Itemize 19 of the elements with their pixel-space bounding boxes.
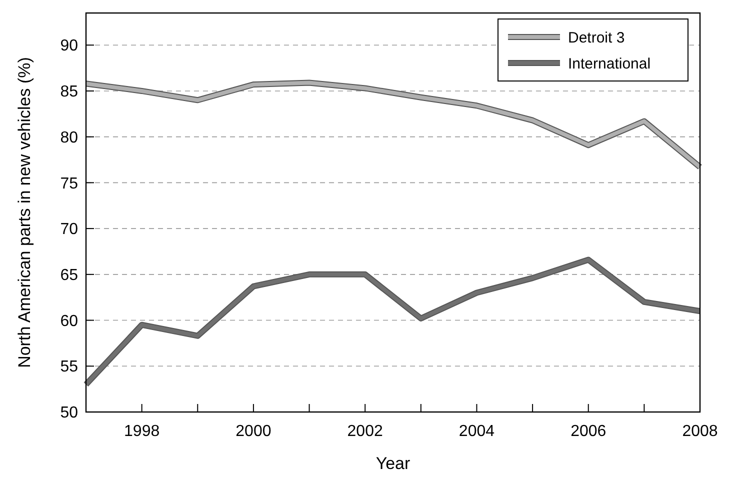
y-tick-label: 85 bbox=[60, 84, 78, 101]
legend-label: International bbox=[568, 55, 651, 72]
y-tick-label: 65 bbox=[60, 267, 78, 284]
y-tick-label: 50 bbox=[60, 404, 78, 422]
legend-label: Detroit 3 bbox=[568, 29, 625, 46]
x-tick-label: 2004 bbox=[458, 423, 495, 440]
y-tick-label: 70 bbox=[60, 221, 78, 238]
y-tick-label: 60 bbox=[60, 312, 78, 330]
x-tick-label: 2002 bbox=[347, 423, 383, 440]
y-tick-label: 75 bbox=[60, 175, 78, 192]
y-tick-label: 90 bbox=[60, 38, 78, 55]
x-tick-label: 2008 bbox=[682, 423, 718, 440]
x-axis-title: Year bbox=[376, 454, 411, 473]
x-tick-label: 2000 bbox=[236, 423, 272, 440]
y-axis-title: North American parts in new vehicles (%) bbox=[15, 57, 34, 368]
x-tick-label: 1998 bbox=[124, 423, 160, 440]
x-tick-label: 2006 bbox=[570, 423, 606, 440]
y-tick-label: 80 bbox=[60, 129, 78, 146]
y-tick-label: 55 bbox=[60, 358, 78, 376]
